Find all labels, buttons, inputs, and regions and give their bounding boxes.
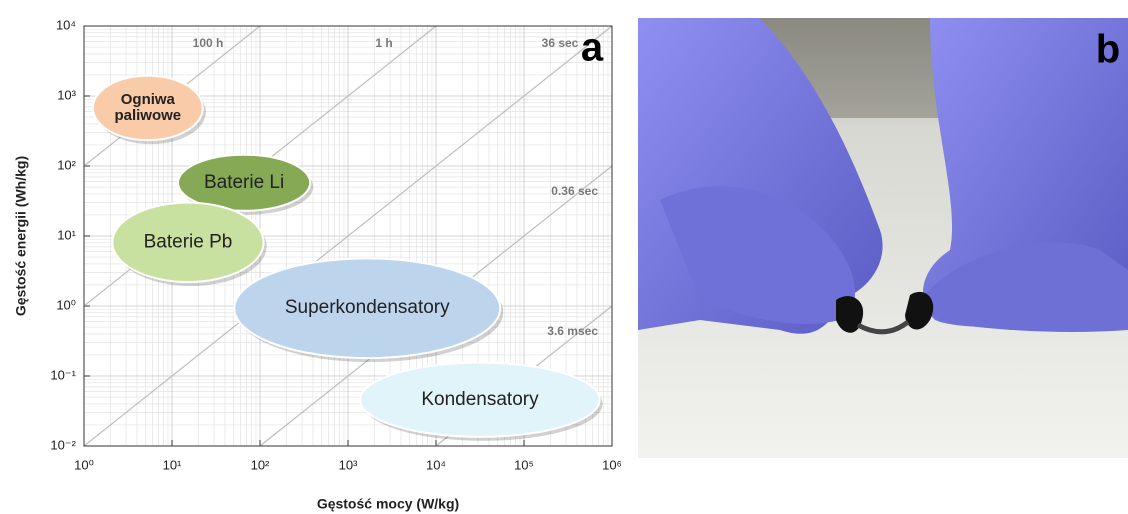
region-label: Baterie Li xyxy=(204,172,284,193)
x-tick-label: 10¹ xyxy=(163,457,182,472)
region-label: paliwowe xyxy=(114,107,181,124)
x-tick-label: 10⁴ xyxy=(426,457,446,472)
x-tick-label: 10⁶ xyxy=(602,457,622,472)
x-tick-label: 10⁵ xyxy=(514,457,534,472)
photo: b xyxy=(638,18,1128,458)
region-label: Baterie Pb xyxy=(144,231,233,252)
time-constant-label: 0.36 sec xyxy=(551,184,598,198)
y-tick-label: 10⁻² xyxy=(50,437,76,452)
x-tick-label: 10⁰ xyxy=(74,457,94,472)
time-constant-label: 100 h xyxy=(193,36,224,50)
panel-label: a xyxy=(581,26,604,70)
panel-label: b xyxy=(1096,28,1120,72)
y-axis-label: Gęstość energii (Wh/kg) xyxy=(13,156,29,316)
y-tick-label: 10⁰ xyxy=(56,297,76,312)
y-tick-label: 10³ xyxy=(57,87,76,102)
region-label: Superkondensatory xyxy=(285,297,450,318)
region-label: Ogniwa xyxy=(121,91,176,108)
x-tick-label: 10² xyxy=(251,457,270,472)
y-tick-label: 10¹ xyxy=(57,227,76,242)
x-tick-label: 10³ xyxy=(339,457,358,472)
y-tick-label: 10⁻¹ xyxy=(50,367,76,382)
region-label: Kondensatory xyxy=(421,389,539,410)
y-tick-label: 10⁴ xyxy=(56,17,76,32)
figure: 10⁰ 10¹ 10² 10³ 10⁴ 10⁵ 10⁶ 10⁻² 10⁻¹ 10⁰ 10¹ 10² 10… xyxy=(0,0,1128,514)
y-tick-label: 10² xyxy=(57,157,76,172)
time-constant-label: 3.6 msec xyxy=(547,324,598,338)
time-constant-label: 36 sec xyxy=(542,36,579,50)
chart: 10⁰ 10¹ 10² 10³ 10⁴ 10⁵ 10⁶ 10⁻² 10⁻¹ 10⁰ 10¹ 10² 10… xyxy=(13,17,622,511)
time-constant-label: 1 h xyxy=(375,36,392,50)
x-axis-label: Gęstość mocy (W/kg) xyxy=(317,496,459,512)
